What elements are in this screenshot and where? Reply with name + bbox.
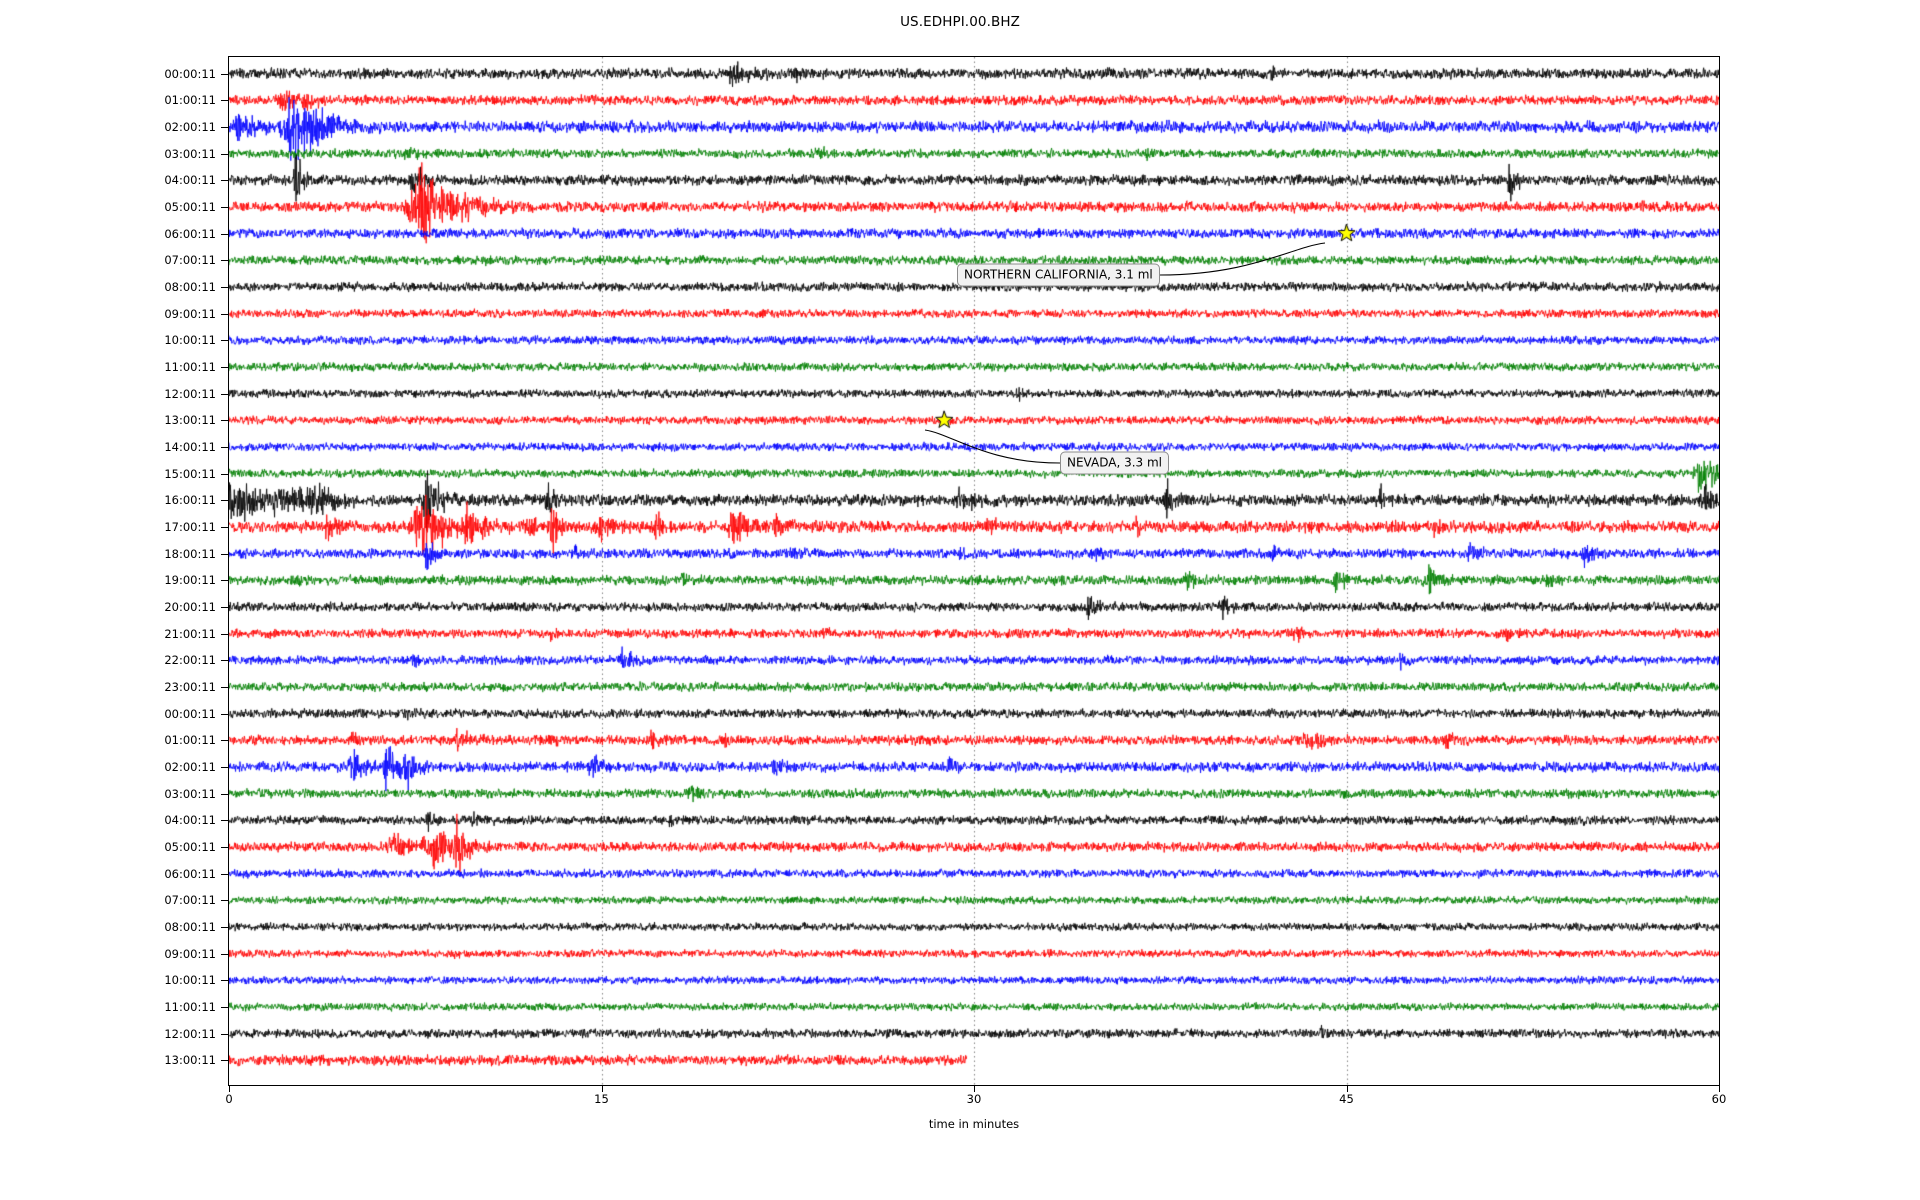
y-axis-tick-label: 00:00:11	[164, 706, 216, 721]
y-axis-tick-label: 04:00:11	[164, 173, 216, 188]
x-axis-tick-mark	[602, 1086, 603, 1092]
x-axis-tick-label: 30	[966, 1092, 982, 1106]
y-axis-tick-mark	[221, 900, 228, 901]
x-axis-tick-label: 45	[1339, 1092, 1354, 1106]
y-axis-tick-label: 21:00:11	[164, 626, 216, 641]
y-axis-tick-mark	[221, 287, 228, 288]
y-axis-tick-label: 12:00:11	[164, 386, 216, 401]
y-axis-tick-mark	[221, 500, 228, 501]
y-axis-tick-label: 11:00:11	[164, 999, 216, 1014]
y-axis-tick-mark	[221, 420, 228, 421]
y-axis-tick-label: 13:00:11	[164, 413, 216, 428]
y-axis-tick-mark	[221, 634, 228, 635]
y-axis-tick-label: 03:00:11	[164, 786, 216, 801]
y-axis-tick-mark	[221, 314, 228, 315]
y-axis-tick-label: 05:00:11	[164, 199, 216, 214]
plot-axes-area	[228, 56, 1720, 1086]
y-axis-tick-label: 20:00:11	[164, 599, 216, 614]
y-axis-tick-mark	[221, 127, 228, 128]
y-axis-tick-mark	[221, 687, 228, 688]
y-axis-tick-mark	[221, 180, 228, 181]
x-axis-tick-mark	[974, 1086, 975, 1092]
y-axis-tick-mark	[221, 207, 228, 208]
y-axis-tick-mark	[221, 234, 228, 235]
y-axis-tick-mark	[221, 847, 228, 848]
y-axis-tick-label: 05:00:11	[164, 839, 216, 854]
x-axis-title: time in minutes	[928, 1117, 1020, 1131]
y-axis-tick-mark	[221, 394, 228, 395]
y-axis-tick-label: 02:00:11	[164, 119, 216, 134]
y-axis-tick-label: 06:00:11	[164, 866, 216, 881]
y-axis-tick-label: 09:00:11	[164, 946, 216, 961]
y-axis-tick-label: 03:00:11	[164, 146, 216, 161]
y-axis-tick-label: 15:00:11	[164, 466, 216, 481]
y-axis-tick-mark	[221, 367, 228, 368]
y-axis-tick-label: 19:00:11	[164, 573, 216, 588]
y-axis-tick-label: 07:00:11	[164, 893, 216, 908]
y-axis-tick-label: 23:00:11	[164, 679, 216, 694]
y-axis-tick-label: 04:00:11	[164, 813, 216, 828]
y-axis-tick-mark	[221, 1060, 228, 1061]
y-axis-tick-label: 02:00:11	[164, 759, 216, 774]
y-axis-tick-mark	[221, 607, 228, 608]
y-axis-tick-mark	[221, 874, 228, 875]
y-axis-tick-mark	[221, 154, 228, 155]
x-axis-tick-label: 60	[1711, 1092, 1727, 1106]
y-axis-tick-label: 10:00:11	[164, 333, 216, 348]
y-axis-tick-label: 07:00:11	[164, 253, 216, 268]
y-axis-tick-label: 06:00:11	[164, 226, 216, 241]
x-axis-tick-mark	[1347, 1086, 1348, 1092]
annotation-nevada[interactable]: NEVADA, 3.3 ml	[1060, 451, 1169, 475]
y-axis-tick-mark	[221, 1034, 228, 1035]
y-axis-tick-mark	[221, 554, 228, 555]
y-axis-tick-label: 10:00:11	[164, 973, 216, 988]
annotation-northern-california[interactable]: NORTHERN CALIFORNIA, 3.1 ml	[957, 263, 1160, 287]
y-axis-tick-mark	[221, 340, 228, 341]
y-axis-tick-mark	[221, 580, 228, 581]
y-axis-tick-label: 13:00:11	[164, 1053, 216, 1068]
y-axis-tick-label: 12:00:11	[164, 1026, 216, 1041]
y-axis-tick-mark	[221, 740, 228, 741]
x-axis-tick-label: 15	[594, 1092, 609, 1106]
y-axis-tick-label: 14:00:11	[164, 439, 216, 454]
y-axis-tick-mark	[221, 980, 228, 981]
y-axis-tick-label: 01:00:11	[164, 93, 216, 108]
y-axis-tick-label: 09:00:11	[164, 306, 216, 321]
x-axis-tick-mark	[1719, 1086, 1720, 1092]
y-axis-tick-label: 00:00:11	[164, 66, 216, 81]
x-axis-tick-label: 0	[225, 1092, 233, 1106]
y-axis-tick-mark	[221, 794, 228, 795]
y-axis-tick-mark	[221, 100, 228, 101]
page-title: US.EDHPI.00.BHZ	[900, 14, 1020, 30]
y-axis-tick-mark	[221, 714, 228, 715]
y-axis-tick-mark	[221, 74, 228, 75]
y-axis-tick-label: 08:00:11	[164, 919, 216, 934]
y-axis-tick-label: 22:00:11	[164, 653, 216, 668]
helicorder-traces-canvas	[229, 57, 1719, 1085]
y-axis-tick-mark	[221, 1007, 228, 1008]
y-axis-tick-mark	[221, 767, 228, 768]
y-axis-tick-mark	[221, 820, 228, 821]
y-axis-tick-label: 17:00:11	[164, 519, 216, 534]
y-axis-tick-mark	[221, 954, 228, 955]
y-axis-tick-label: 16:00:11	[164, 493, 216, 508]
y-axis-tick-label: 18:00:11	[164, 546, 216, 561]
y-axis-tick-mark	[221, 927, 228, 928]
y-axis-tick-mark	[221, 660, 228, 661]
y-axis-tick-mark	[221, 260, 228, 261]
y-axis-tick-mark	[221, 527, 228, 528]
y-axis-tick-mark	[221, 474, 228, 475]
y-axis-tick-label: 08:00:11	[164, 279, 216, 294]
y-axis-tick-mark	[221, 447, 228, 448]
x-axis-tick-mark	[229, 1086, 230, 1092]
y-axis-tick-label: 11:00:11	[164, 359, 216, 374]
y-axis-tick-label: 01:00:11	[164, 733, 216, 748]
